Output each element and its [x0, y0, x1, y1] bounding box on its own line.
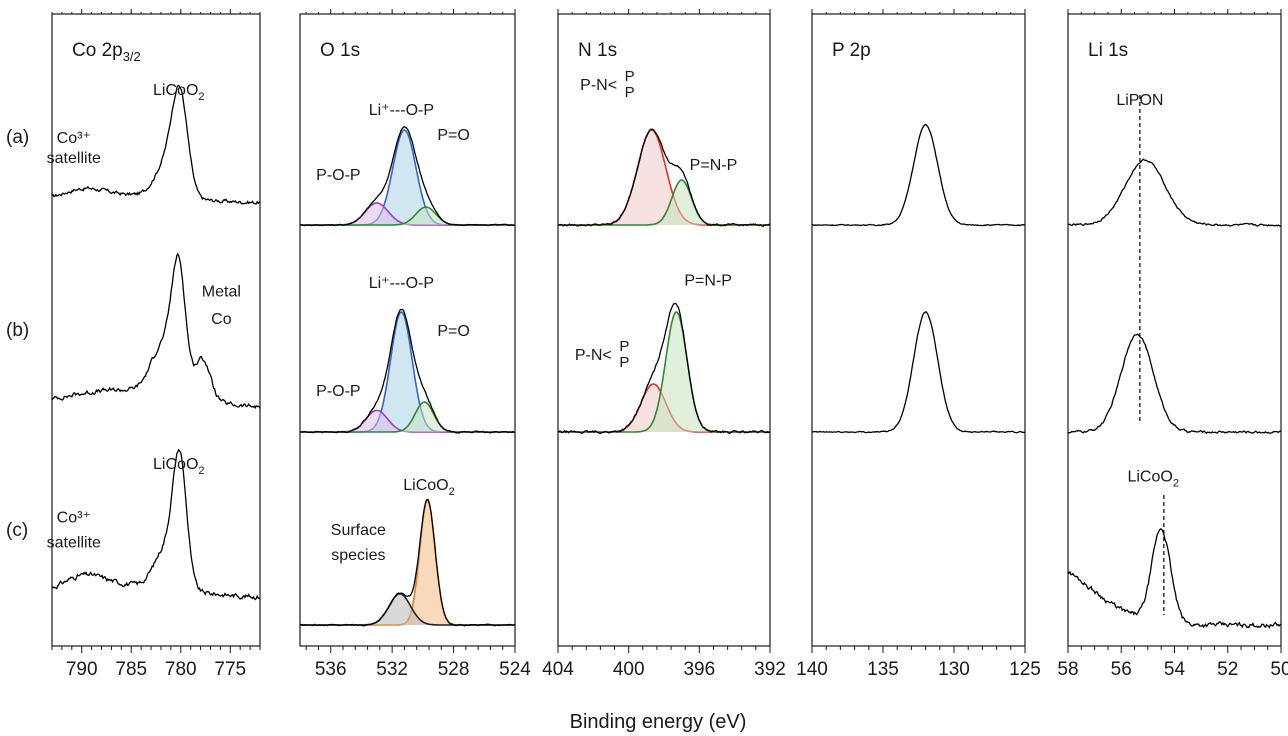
peak-annotation: P=N-P — [690, 157, 738, 174]
x-tick-label: 536 — [315, 659, 347, 680]
peak-annotation: P-O-P — [316, 383, 360, 400]
panel-co2p: 790 785 780 775 Co 2p3/2 Co³⁺ satellite LiCoO2 M… — [47, 9, 261, 680]
spectrum-line — [1067, 158, 1281, 227]
panel-frame — [1067, 13, 1282, 647]
x-tick-label: 785 — [115, 659, 147, 680]
spectrum-line — [51, 84, 261, 205]
peak-annotation: LiCoO2 — [153, 82, 204, 103]
peak-annotation: P=O — [437, 323, 469, 340]
panel-title: O 1s — [320, 40, 360, 61]
panel-title: Li 1s — [1088, 40, 1128, 61]
spectrum-line — [299, 126, 516, 227]
peak-annotation: Co — [211, 311, 232, 328]
x-tick-label: 140 — [796, 659, 828, 680]
x-tick-label: 775 — [214, 659, 246, 680]
peak-annotation: LiCoO2 — [153, 456, 204, 477]
peak-annotation: Li⁺---O-P — [369, 275, 434, 292]
x-tick-label: 400 — [613, 659, 645, 680]
peak-annotation: Co³⁺ — [57, 130, 91, 147]
row-label-a: (a) — [6, 127, 29, 148]
peak-annotation: species — [331, 547, 385, 564]
x-tick-label: 130 — [938, 659, 970, 680]
panel-title: Co 2p3/2 — [72, 40, 141, 64]
branch-label-p: P — [619, 354, 629, 371]
panel-title: N 1s — [578, 40, 617, 61]
panel-p2p: 140 135 130 125 P 2p — [796, 9, 1041, 680]
spectra-panels: 790 785 780 775 Co 2p3/2 Co³⁺ satellite LiCoO2 M… — [47, 9, 1288, 680]
peak-annotation: LiCoO2 — [403, 477, 454, 498]
component-fill — [300, 312, 515, 432]
spectrum-line — [51, 252, 261, 410]
panel-li1s: 58 56 54 52 50 Li 1s LiPON LiCoO2 — [1057, 9, 1288, 680]
row-label-b: (b) — [6, 320, 29, 341]
x-tick-label: 392 — [754, 659, 786, 680]
spectrum-line — [811, 123, 1025, 227]
x-tick-label: 532 — [376, 659, 408, 680]
x-tick-label: 52 — [1217, 659, 1238, 680]
peak-annotation: LiCoO2 — [1127, 468, 1178, 489]
peak-annotation: Co³⁺ — [57, 510, 91, 527]
peak-annotation: Metal — [202, 283, 241, 300]
spectrum-line — [51, 448, 261, 601]
x-tick-label: 780 — [165, 659, 197, 680]
branch-label-p: P — [625, 84, 635, 101]
row-label-c: (c) — [6, 520, 28, 541]
peak-annotation: P-N< — [575, 347, 612, 364]
panel-frame — [299, 13, 516, 647]
panel-title: P 2p — [832, 40, 871, 61]
x-tick-label: 50 — [1270, 659, 1288, 680]
spectrum-line — [557, 128, 771, 227]
x-tick-label: 404 — [542, 659, 574, 680]
x-tick-label: 396 — [683, 659, 715, 680]
spectrum-line — [299, 498, 516, 627]
x-axis-label: Binding energy (eV) — [570, 711, 747, 733]
x-tick-label: 528 — [438, 659, 470, 680]
x-tick-label: 524 — [499, 659, 531, 680]
panel-frame — [811, 13, 1026, 647]
x-tick-label: 54 — [1164, 659, 1186, 680]
peak-annotation: P=N-P — [684, 273, 732, 290]
x-tick-label: 56 — [1111, 659, 1132, 680]
spectrum-line — [1067, 333, 1282, 435]
spectrum-line — [1067, 528, 1282, 629]
peak-annotation: satellite — [47, 535, 101, 552]
branch-label-p: P — [619, 338, 629, 355]
x-tick-label: 125 — [1009, 659, 1041, 680]
peak-annotation: P=O — [437, 127, 469, 144]
component-fill — [558, 130, 770, 225]
component-fill — [300, 593, 515, 625]
x-tick-label: 790 — [66, 659, 98, 680]
spectrum-line — [558, 302, 771, 435]
peak-annotation: P-O-P — [316, 167, 360, 184]
peak-annotation: P-N< — [580, 77, 617, 94]
x-tick-label: 58 — [1057, 659, 1078, 680]
panel-frame — [51, 13, 261, 647]
spectrum-line — [811, 310, 1026, 434]
peak-annotation: Surface — [331, 522, 386, 539]
peak-annotation: satellite — [47, 150, 101, 167]
x-tick-label: 135 — [867, 659, 899, 680]
component-fill — [300, 130, 515, 225]
branch-label-p: P — [625, 68, 635, 85]
peak-annotation: LiPON — [1116, 92, 1163, 109]
peak-annotation: Li⁺---O-P — [369, 102, 434, 119]
spectrum-line — [299, 308, 516, 434]
panel-frame — [557, 13, 771, 647]
